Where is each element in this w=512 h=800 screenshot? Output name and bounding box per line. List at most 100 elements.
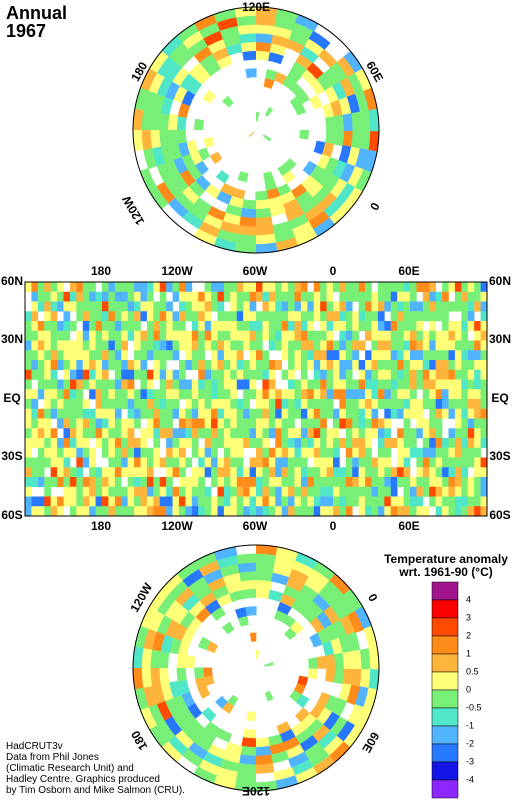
south-cell [221,701,234,714]
map-cell [474,408,481,419]
map-cell [377,350,385,361]
map-cell [384,379,392,390]
south-cell [203,568,224,585]
map-cell [236,399,244,410]
map-cell [397,291,404,302]
map-cell [249,330,257,341]
map-cell [442,447,449,458]
map-cell [37,282,45,293]
map-cell [268,282,276,293]
south-cell [176,653,187,668]
south-cell [256,571,274,582]
map-cell [191,321,199,332]
north-cell [254,225,275,236]
map-cell [377,301,385,312]
map-cell [268,311,276,322]
left-lat-label: EQ [3,391,20,405]
south-cell [235,771,256,783]
map-cell [377,291,385,302]
map-cell [345,506,353,517]
south-cell [225,581,243,594]
map-cell [333,486,340,497]
map-cell [262,447,270,458]
map-cell [211,389,218,400]
north-cell [333,130,345,147]
map-cell [63,321,71,332]
map-cell [108,467,116,478]
map-cell [121,428,128,439]
map-cell [384,301,392,312]
map-cell [326,330,334,341]
map-cell [313,350,321,361]
map-cell [191,496,199,507]
map-cell [166,301,173,312]
map-cell [166,369,173,380]
map-cell [204,360,212,371]
map-cell [358,438,366,449]
map-cell [339,379,347,390]
map-cell [198,291,205,302]
map-cell [134,477,141,488]
map-cell [442,282,449,293]
map-cell [352,350,359,361]
map-cell [89,301,96,312]
map-cell [320,447,327,458]
map-cell [204,330,212,341]
map-cell [281,486,289,497]
map-cell [467,457,475,468]
map-cell [390,360,398,371]
map-cell [121,467,128,478]
map-cell [217,438,225,449]
north-cell [140,67,158,91]
map-cell [69,350,77,361]
south-cell [246,711,256,721]
map-cell [390,321,398,332]
map-cell [365,379,372,390]
map-cell [166,438,173,449]
map-cell [454,496,462,507]
map-cell [159,369,167,380]
south-cell [228,589,245,602]
map-cell [268,360,276,371]
map-cell [82,399,90,410]
map-cell [50,496,58,507]
map-cell [358,506,366,517]
map-cell [89,457,96,468]
north-cell [206,205,226,222]
top-lon-label: 180 [91,264,111,278]
map-cell [288,360,295,371]
map-cell [448,321,456,332]
map-cell [236,330,244,341]
south-cell [274,555,297,570]
south-cell [205,598,222,615]
map-cell [211,399,218,410]
map-cell [108,360,116,371]
map-cell [217,350,225,361]
map-cell [102,418,109,429]
north-cell [132,107,144,130]
map-cell [461,438,469,449]
map-cell [69,369,77,380]
north-lon-label: 0 [367,200,383,213]
credit-line: HadCRUT3v [6,741,63,752]
map-cell [268,418,276,429]
map-cell [262,408,270,419]
map-cell [403,311,411,322]
map-cell [371,379,379,390]
south-cell [316,655,327,669]
north-cell [256,24,276,35]
map-cell [365,389,372,400]
map-cell [442,369,449,380]
map-cell [146,369,154,380]
map-cell [294,282,302,293]
north-cell [256,41,273,53]
map-cell [339,321,347,332]
south-cell [207,576,227,592]
map-cell [262,350,270,361]
map-cell [31,291,39,302]
south-cell [300,713,317,730]
map-cell [31,477,39,488]
map-cell [121,350,128,361]
map-cell [198,496,205,507]
map-cell [384,389,392,400]
